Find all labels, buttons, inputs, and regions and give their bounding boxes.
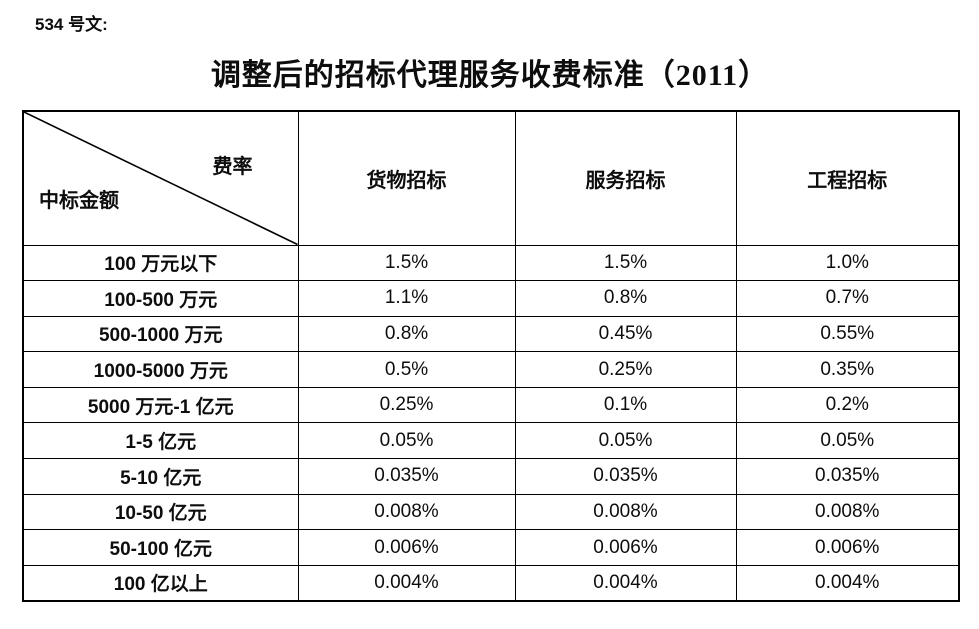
fee-rate-value: 0.2% — [735, 386, 960, 424]
table-row: 5000 万元-1 亿元 0.25% 0.1% 0.2% — [22, 386, 960, 424]
row-label-bid-amount-range: 1-5 亿元 — [22, 422, 299, 460]
column-header-engineering: 工程招标 — [735, 110, 960, 246]
row-label-bid-amount-range: 100-500 万元 — [22, 280, 299, 317]
fee-rate-value: 0.8% — [514, 280, 737, 317]
fee-rate-value: 0.004% — [514, 564, 737, 602]
fee-rate-value: 1.5% — [297, 244, 516, 282]
row-label-bid-amount-range: 5000 万元-1 亿元 — [22, 386, 299, 424]
diagonal-divider-line — [24, 112, 298, 245]
fee-rate-table: 费率 中标金额 货物招标 服务招标 工程招标 100 万元以下 1.5% 1.5% 1… — [22, 110, 960, 602]
row-label-bid-amount-range: 100 亿以上 — [22, 564, 299, 602]
fee-rate-value: 0.035% — [514, 458, 737, 495]
table-row: 500-1000 万元 0.8% 0.45% 0.55% — [22, 315, 960, 353]
fee-rate-value: 0.004% — [735, 564, 960, 602]
fee-rate-value: 0.45% — [514, 315, 737, 353]
table-row: 1000-5000 万元 0.5% 0.25% 0.35% — [22, 351, 960, 388]
corner-label-rate: 费率 — [212, 156, 253, 178]
row-label-bid-amount-range: 10-50 亿元 — [22, 493, 299, 531]
fee-rate-value: 0.05% — [514, 422, 737, 460]
fee-rate-value: 0.006% — [514, 529, 737, 566]
fee-rate-value: 0.035% — [297, 458, 516, 495]
table-row: 5-10 亿元 0.035% 0.035% 0.035% — [22, 458, 960, 495]
corner-header-cell: 费率 中标金额 — [22, 110, 299, 246]
fee-rate-value: 0.004% — [297, 564, 516, 602]
row-label-bid-amount-range: 1000-5000 万元 — [22, 351, 299, 388]
page-title: 调整后的招标代理服务收费标准（2011） — [210, 59, 770, 92]
fee-rate-value: 0.25% — [297, 386, 516, 424]
header-row: 费率 中标金额 货物招标 服务招标 工程招标 — [22, 110, 960, 246]
fee-rate-value: 0.25% — [514, 351, 737, 388]
fee-rate-value: 0.008% — [735, 493, 960, 531]
table-row: 50-100 亿元 0.006% 0.006% 0.006% — [22, 529, 960, 566]
fee-rate-value: 0.55% — [735, 315, 960, 353]
corner-label-bid-amount: 中标金额 — [39, 189, 119, 212]
row-label-bid-amount-range: 50-100 亿元 — [22, 529, 299, 566]
column-header-services: 服务招标 — [514, 110, 737, 246]
fee-rate-value: 1.1% — [297, 280, 516, 317]
column-header-goods: 货物招标 — [297, 110, 516, 246]
fee-rate-value: 1.0% — [735, 244, 960, 282]
table-row: 100 亿以上 0.004% 0.004% 0.004% — [22, 564, 960, 602]
row-label-bid-amount-range: 500-1000 万元 — [22, 315, 299, 353]
fee-rate-value: 0.8% — [297, 315, 516, 353]
fee-rate-value: 0.1% — [514, 386, 737, 424]
table-row: 1-5 亿元 0.05% 0.05% 0.05% — [22, 422, 960, 460]
fee-rate-value: 0.5% — [297, 351, 516, 388]
row-label-bid-amount-range: 100 万元以下 — [22, 244, 299, 282]
fee-rate-value: 0.05% — [297, 422, 516, 460]
fee-table-body: 100 万元以下 1.5% 1.5% 1.0% 100-500 万元 1.1% 0.8% 0.… — [22, 244, 960, 602]
fee-rate-value: 1.5% — [514, 244, 737, 282]
row-label-bid-amount-range: 5-10 亿元 — [22, 458, 299, 495]
table-row: 100-500 万元 1.1% 0.8% 0.7% — [22, 280, 960, 317]
fee-rate-value: 0.035% — [735, 458, 960, 495]
fee-rate-value: 0.006% — [735, 529, 960, 566]
fee-rate-value: 0.7% — [735, 280, 960, 317]
fee-rate-value: 0.008% — [514, 493, 737, 531]
fee-rate-value: 0.35% — [735, 351, 960, 388]
fee-rate-value: 0.006% — [297, 529, 516, 566]
fee-rate-value: 0.05% — [735, 422, 960, 460]
table-row: 10-50 亿元 0.008% 0.008% 0.008% — [22, 493, 960, 531]
fee-rate-value: 0.008% — [297, 493, 516, 531]
document-ref-label: 534 号文: — [35, 15, 108, 34]
table-row: 100 万元以下 1.5% 1.5% 1.0% — [22, 244, 960, 282]
